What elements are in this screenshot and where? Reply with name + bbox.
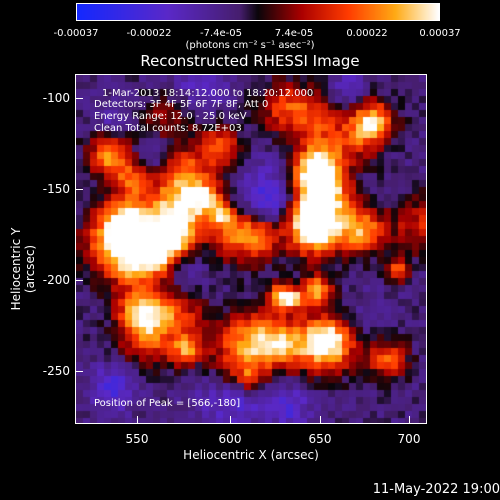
y-tick-mark [75,371,83,372]
colorbar [76,3,440,21]
colorbar-tick-label: -7.4e-05 [200,28,242,39]
colorbar-tick-label: -0.00037 [53,28,99,39]
colorbar-tick-label: -0.00022 [126,28,172,39]
plot-title: Reconstructed RHESSI Image [140,52,360,70]
y-tick-label: -150 [42,182,70,196]
y-tick-mark [75,280,83,281]
x-tick-mark [320,416,321,424]
y-axis-title: Heliocentric Y (arcsec) [9,227,37,311]
y-tick-label: -250 [42,364,70,378]
time-range-label: 1-Mar-2013 18:14:12.000 to 18:20:12.000 [102,88,314,99]
y-tick-label: -200 [42,273,70,287]
y-tick-mark [75,189,83,190]
detectors-label: Detectors: 3F 4F 5F 6F 7F 8F, Att 0 [94,99,269,110]
x-tick-mark [137,416,138,424]
clean-counts-label: Clean Total counts: 8.72E+03 [94,123,242,134]
energy-range-label: Energy Range: 12.0 - 25.0 keV [94,111,247,122]
x-tick-label: 700 [397,432,421,446]
x-axis-title: Heliocentric X (arcsec) [183,448,319,462]
image-plot-area [75,74,427,424]
colorbar-units: (photons cm⁻² s⁻¹ asec⁻²) [185,40,315,51]
colorbar-tick-label: 0.00037 [419,28,461,39]
x-tick-label: 550 [125,432,149,446]
y-tick-mark [75,98,83,99]
footer-date: 11-May-2022 19:00 [372,482,500,497]
colorbar-tick-label: 7.4e-05 [274,28,314,39]
x-tick-mark [230,416,231,424]
y-tick-label: -100 [42,91,70,105]
heatmap-image [76,75,426,423]
x-tick-label: 650 [308,432,332,446]
x-tick-label: 600 [218,432,242,446]
x-tick-mark [409,416,410,424]
peak-position-label: Position of Peak = [566,-180] [94,398,241,409]
colorbar-tick-label: 0.00022 [346,28,388,39]
